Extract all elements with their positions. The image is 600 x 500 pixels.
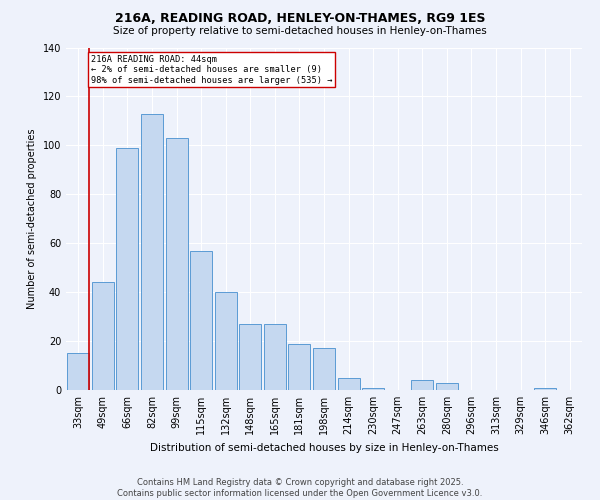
Bar (436, 382, 458, 390)
Bar (289, 344, 310, 390)
Bar (215, 292, 237, 390)
Bar (362, 388, 384, 390)
Text: 216A READING ROAD: 44sqm
← 2% of semi-detached houses are smaller (9)
98% of sem: 216A READING ROAD: 44sqm ← 2% of semi-de… (91, 55, 332, 84)
X-axis label: Distribution of semi-detached houses by size in Henley-on-Thames: Distribution of semi-detached houses by … (149, 442, 499, 452)
Bar (411, 380, 433, 390)
Bar (534, 388, 556, 390)
Text: Size of property relative to semi-detached houses in Henley-on-Thames: Size of property relative to semi-detach… (113, 26, 487, 36)
Text: Contains HM Land Registry data © Crown copyright and database right 2025.
Contai: Contains HM Land Registry data © Crown c… (118, 478, 482, 498)
Bar (141, 114, 163, 390)
Bar (264, 324, 286, 390)
Bar (338, 378, 359, 390)
Bar (239, 324, 262, 390)
Bar (116, 148, 139, 390)
Bar (92, 282, 114, 390)
Bar (190, 250, 212, 390)
Bar (166, 138, 188, 390)
Bar (67, 354, 89, 390)
Y-axis label: Number of semi-detached properties: Number of semi-detached properties (27, 128, 37, 309)
Text: 216A, READING ROAD, HENLEY-ON-THAMES, RG9 1ES: 216A, READING ROAD, HENLEY-ON-THAMES, RG… (115, 12, 485, 26)
Bar (313, 348, 335, 390)
